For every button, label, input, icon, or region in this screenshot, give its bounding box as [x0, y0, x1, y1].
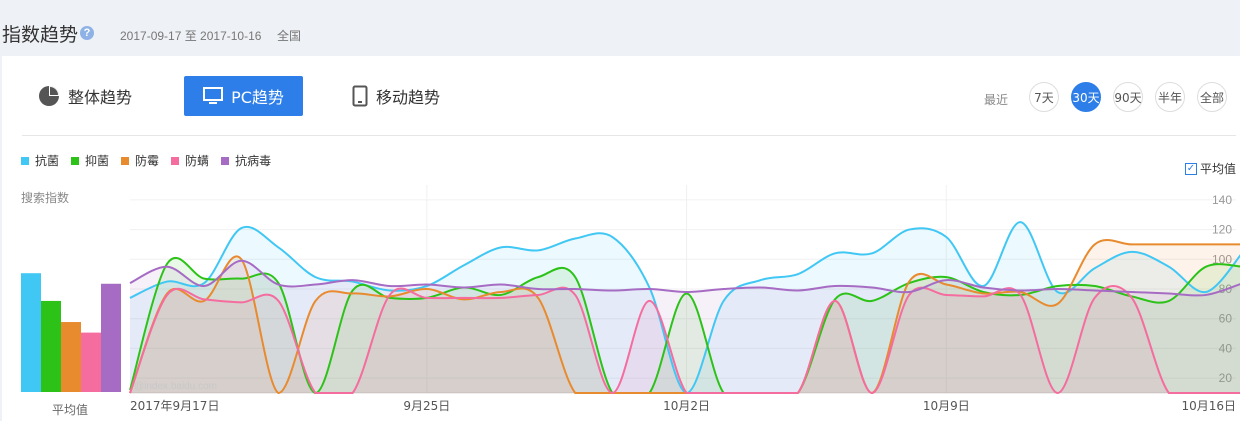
series-line: [129, 285, 1240, 395]
legend-item[interactable]: 抗菌: [21, 152, 59, 169]
range-90d-button[interactable]: 90天: [1113, 82, 1143, 112]
average-bar: [101, 283, 121, 392]
y-tick-label: 120: [1212, 223, 1232, 237]
range-label: 最近: [984, 93, 1009, 107]
average-bar: [61, 322, 81, 392]
legend-label: 防螨: [185, 154, 210, 168]
range-30d-button[interactable]: 30天: [1071, 82, 1101, 112]
tab-label: 整体趋势: [68, 88, 133, 107]
legend-swatch: [21, 156, 29, 165]
legend-item[interactable]: 抗病毒: [221, 152, 271, 169]
legend-swatch: [171, 156, 180, 165]
chart-legend: 抗菌 抑菌 防霉 防螨 抗病毒: [21, 152, 283, 169]
monitor-icon: [203, 87, 224, 104]
average-caption: 平均值: [52, 403, 89, 417]
series-area: [130, 222, 1240, 393]
legend-label: 防霉: [135, 154, 160, 168]
y-tick-label: 60: [1219, 312, 1233, 326]
range-7d-button[interactable]: 7天: [1029, 82, 1059, 112]
x-tick-label: 9月25日: [403, 399, 450, 413]
legend-label: 抑菌: [85, 154, 110, 168]
range-all-button[interactable]: 全部: [1197, 82, 1227, 112]
x-tick-label: 10月16日: [1181, 399, 1236, 413]
series-area: [130, 240, 1240, 393]
legend-item[interactable]: 防螨: [171, 152, 209, 169]
page-title: 指数趋势: [2, 24, 79, 46]
legend-item[interactable]: 防霉: [121, 152, 159, 169]
series-line: [129, 239, 1240, 395]
watermark: @index.baidu.com: [134, 381, 217, 392]
average-bar: [41, 300, 61, 392]
legend-label: 抗菌: [35, 154, 60, 168]
region-label: 全国: [277, 29, 302, 43]
tablet-icon: [352, 85, 368, 107]
series-line: [129, 259, 1240, 297]
average-bar: [21, 273, 41, 392]
legend-swatch: [121, 156, 130, 165]
range-half-year-button[interactable]: 半年: [1155, 82, 1185, 112]
y-tick-label: 100: [1212, 252, 1232, 266]
y-tick-label: 20: [1219, 371, 1233, 385]
x-tick-label: 2017年9月17日: [130, 399, 219, 413]
y-tick-label: 140: [1212, 193, 1232, 207]
tab-label: PC趋势: [231, 88, 284, 107]
average-toggle[interactable]: ✓ 平均值: [1185, 160, 1236, 177]
average-bar: [81, 332, 101, 392]
x-tick-label: 10月9日: [923, 399, 970, 413]
divider: [22, 135, 1236, 136]
average-toggle-label: 平均值: [1200, 162, 1237, 176]
legend-swatch: [71, 156, 80, 165]
legend-swatch: [221, 156, 230, 165]
pie-chart-icon: [39, 86, 59, 106]
series-area: [130, 260, 1240, 393]
top-bar: 指数趋势 ? 2017-09-17 至 2017-10-16 全国: [0, 0, 1240, 56]
tab-mobile-trend[interactable]: 移动趋势: [352, 76, 440, 116]
y-axis-label: 搜索指数: [21, 191, 70, 205]
tab-pc-trend[interactable]: PC趋势: [184, 76, 303, 116]
y-tick-label: 40: [1219, 341, 1233, 355]
date-range: 2017-09-17 至 2017-10-16: [120, 29, 262, 43]
tab-label: 移动趋势: [376, 88, 441, 107]
question-icon[interactable]: ?: [80, 26, 94, 40]
series-area: [130, 257, 1240, 393]
x-tick-label: 10月2日: [663, 399, 710, 413]
average-checkbox[interactable]: ✓: [1185, 162, 1197, 175]
legend-label: 抗病毒: [235, 154, 272, 168]
tab-overall-trend[interactable]: 整体趋势: [38, 76, 132, 116]
legend-item[interactable]: 抑菌: [71, 152, 109, 169]
series-area: [130, 286, 1240, 393]
